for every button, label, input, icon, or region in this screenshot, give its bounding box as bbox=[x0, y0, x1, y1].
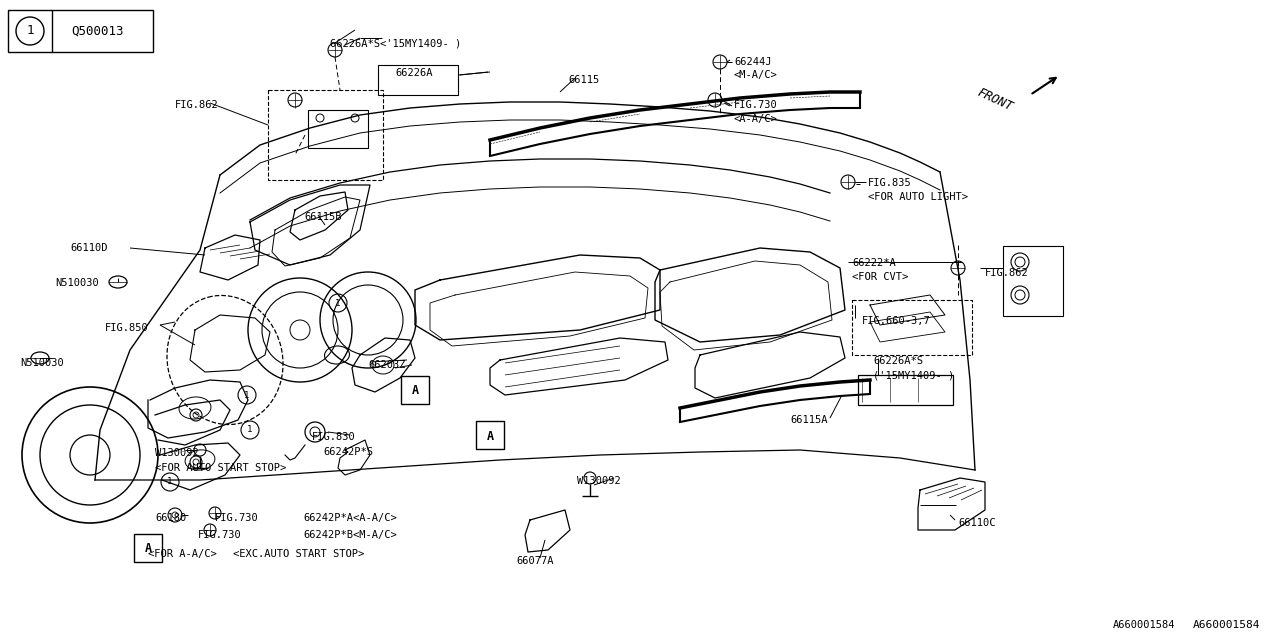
Text: 1: 1 bbox=[335, 298, 340, 307]
Text: <EXC.AUTO START STOP>: <EXC.AUTO START STOP> bbox=[233, 549, 365, 559]
Bar bbox=[308, 110, 369, 148]
Text: FIG.730: FIG.730 bbox=[215, 513, 259, 523]
Text: A: A bbox=[486, 429, 494, 442]
Text: 1: 1 bbox=[168, 477, 173, 486]
Text: <FOR A-A/C>: <FOR A-A/C> bbox=[148, 549, 216, 559]
Text: 66242P*B<M-A/C>: 66242P*B<M-A/C> bbox=[303, 530, 397, 540]
Text: 66115A: 66115A bbox=[790, 415, 827, 425]
Text: <A-A/C>: <A-A/C> bbox=[733, 114, 778, 124]
Bar bbox=[1004, 246, 1062, 316]
Text: FIG.850: FIG.850 bbox=[105, 323, 148, 333]
Text: FIG.862: FIG.862 bbox=[986, 268, 1029, 278]
Bar bbox=[134, 534, 163, 562]
Text: A660001584: A660001584 bbox=[1193, 620, 1260, 630]
Text: FIG.660-3,7: FIG.660-3,7 bbox=[861, 316, 931, 326]
Text: 66244J: 66244J bbox=[733, 57, 772, 67]
Text: A660001584: A660001584 bbox=[1112, 620, 1175, 630]
Text: N510030: N510030 bbox=[20, 358, 64, 368]
Text: <FOR AUTO START STOP>: <FOR AUTO START STOP> bbox=[155, 463, 287, 473]
Text: <FOR AUTO LIGHT>: <FOR AUTO LIGHT> bbox=[868, 192, 968, 202]
Text: 66180: 66180 bbox=[155, 513, 187, 523]
Text: 66222*A: 66222*A bbox=[852, 258, 896, 268]
Text: A: A bbox=[411, 385, 419, 397]
Text: 66110C: 66110C bbox=[957, 518, 996, 528]
Text: 1: 1 bbox=[247, 426, 252, 435]
Text: <M-A/C>: <M-A/C> bbox=[733, 70, 778, 80]
Text: W130092: W130092 bbox=[155, 448, 198, 458]
Text: 66242P*A<A-A/C>: 66242P*A<A-A/C> bbox=[303, 513, 397, 523]
Bar bbox=[401, 376, 429, 404]
Text: 66226A*S<'15MY1409- ): 66226A*S<'15MY1409- ) bbox=[330, 38, 461, 48]
Bar bbox=[268, 90, 383, 180]
Text: FIG.862: FIG.862 bbox=[175, 100, 219, 110]
Text: Q500013: Q500013 bbox=[72, 24, 124, 38]
Bar bbox=[8, 10, 154, 52]
Text: 66115B: 66115B bbox=[305, 212, 342, 222]
Bar bbox=[858, 375, 954, 405]
Text: 66110D: 66110D bbox=[70, 243, 108, 253]
Circle shape bbox=[291, 320, 310, 340]
Text: <FOR CVT>: <FOR CVT> bbox=[852, 272, 909, 282]
Bar bbox=[852, 300, 972, 355]
Text: FRONT: FRONT bbox=[975, 86, 1015, 114]
Text: FIG.835: FIG.835 bbox=[868, 178, 911, 188]
Text: 66077A: 66077A bbox=[516, 556, 553, 566]
Text: A: A bbox=[145, 543, 151, 556]
Text: ('15MY1409- ): ('15MY1409- ) bbox=[873, 370, 955, 380]
Text: FIG.730: FIG.730 bbox=[198, 530, 242, 540]
Text: 1: 1 bbox=[27, 24, 33, 38]
Text: W130092: W130092 bbox=[577, 476, 621, 486]
Text: 66115: 66115 bbox=[568, 75, 599, 85]
Text: FIG.830: FIG.830 bbox=[312, 432, 356, 442]
Bar bbox=[476, 421, 504, 449]
Text: 1: 1 bbox=[244, 390, 250, 399]
Text: 66226A*S: 66226A*S bbox=[873, 356, 923, 366]
Text: N510030: N510030 bbox=[55, 278, 99, 288]
Text: 66203Z: 66203Z bbox=[369, 360, 406, 370]
Text: FIG.730: FIG.730 bbox=[733, 100, 778, 110]
Bar bbox=[378, 65, 458, 95]
Circle shape bbox=[70, 435, 110, 475]
Text: 66242P*S: 66242P*S bbox=[323, 447, 372, 457]
Text: 66226A: 66226A bbox=[396, 68, 433, 78]
